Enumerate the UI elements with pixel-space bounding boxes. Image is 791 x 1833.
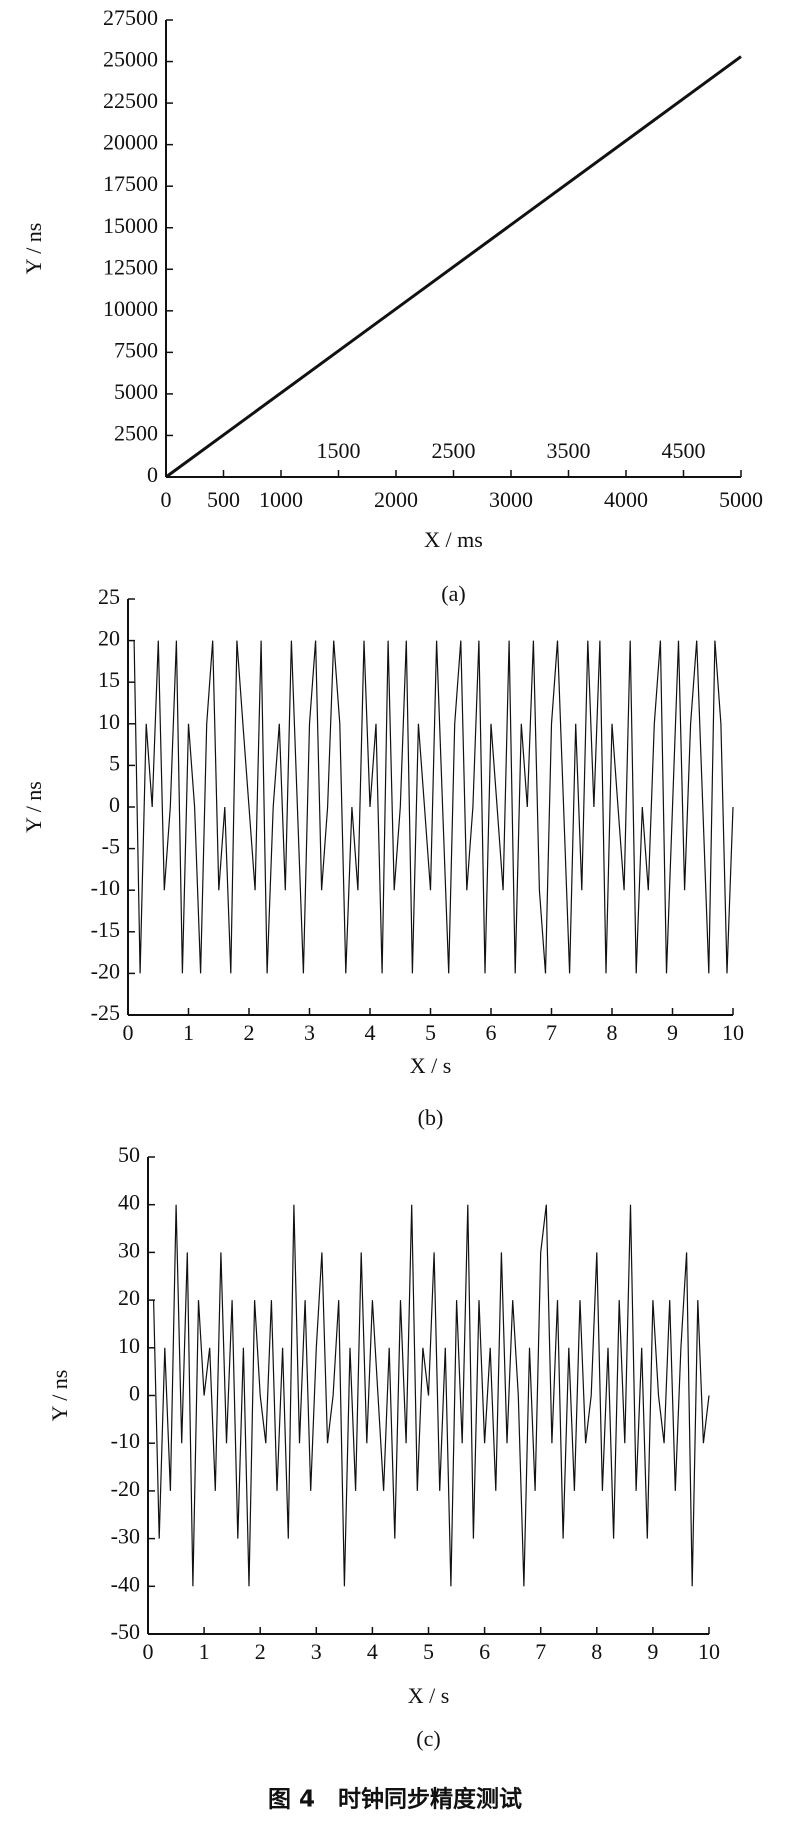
y-tick-label: 20000 <box>103 130 158 155</box>
x-tick-label: 4 <box>367 1639 378 1664</box>
x-tick-label-inner: 3500 <box>547 438 591 463</box>
y-tick-label: -20 <box>91 958 120 983</box>
x-tick-label: 7 <box>546 1020 557 1045</box>
x-tick-label: 8 <box>607 1020 618 1045</box>
y-tick-label: 10000 <box>103 296 158 321</box>
x-tick-label: 3 <box>311 1639 322 1664</box>
y-tick-label: 2500 <box>114 421 158 446</box>
x-axis-label: X / ms <box>424 527 483 552</box>
y-axis-label: Y / ns <box>47 1370 72 1422</box>
x-tick-label: 6 <box>486 1020 497 1045</box>
data-line <box>133 640 734 974</box>
y-tick-label: 7500 <box>114 337 158 362</box>
x-tick-label: 10 <box>698 1639 720 1664</box>
x-tick-label: 500 <box>207 487 240 512</box>
y-tick-label: 0 <box>129 1381 140 1406</box>
y-tick-label: -30 <box>111 1524 140 1549</box>
y-tick-label: -20 <box>111 1476 140 1501</box>
x-tick-label: 2000 <box>374 487 418 512</box>
y-tick-label: 30 <box>118 1237 140 1262</box>
y-tick-label: 12500 <box>103 254 158 279</box>
x-tick-label: 1000 <box>259 487 303 512</box>
x-tick-label: 8 <box>591 1639 602 1664</box>
y-tick-label: 15 <box>98 667 120 692</box>
x-tick-label: 5000 <box>719 487 763 512</box>
y-axis-label: Y / ns <box>21 781 46 833</box>
x-tick-label: 1 <box>199 1639 210 1664</box>
data-line <box>153 1204 710 1587</box>
x-tick-label: 3 <box>304 1020 315 1045</box>
y-tick-label: 0 <box>147 462 158 487</box>
x-tick-label: 1 <box>183 1020 194 1045</box>
y-tick-label: -10 <box>91 875 120 900</box>
subplot-caption: (a) <box>441 581 465 606</box>
x-tick-label: 6 <box>479 1639 490 1664</box>
x-axis-label: X / s <box>410 1053 452 1078</box>
y-axis-label: Y / ns <box>21 223 46 275</box>
y-tick-label: -40 <box>111 1571 140 1596</box>
x-tick-label-inner: 2500 <box>432 438 476 463</box>
y-tick-label: 27500 <box>103 5 158 30</box>
x-tick-label: 9 <box>647 1639 658 1664</box>
y-tick-label: 22500 <box>103 88 158 113</box>
y-tick-label: 40 <box>118 1190 140 1215</box>
x-tick-label: 2 <box>255 1639 266 1664</box>
x-tick-label: 4 <box>365 1020 376 1045</box>
y-tick-label: 25 <box>98 584 120 609</box>
y-tick-label: 5000 <box>114 379 158 404</box>
y-tick-label: -5 <box>102 834 120 859</box>
x-axis-label: X / s <box>408 1683 450 1708</box>
x-tick-label: 3000 <box>489 487 533 512</box>
y-tick-label: -50 <box>111 1619 140 1644</box>
y-tick-label: 17500 <box>103 171 158 196</box>
x-tick-label-inner: 1500 <box>317 438 361 463</box>
y-tick-label: 25000 <box>103 47 158 72</box>
x-tick-label: 0 <box>123 1020 134 1045</box>
x-tick-label: 2 <box>244 1020 255 1045</box>
subplot-caption: (b) <box>418 1105 444 1130</box>
y-tick-label: 10 <box>98 709 120 734</box>
figure-caption: 图 4 时钟同步精度测试 <box>268 1786 522 1813</box>
x-tick-label-inner: 4500 <box>662 438 706 463</box>
x-tick-label: 0 <box>161 487 172 512</box>
y-tick-label: 0 <box>109 792 120 817</box>
y-tick-label: -10 <box>111 1428 140 1453</box>
x-tick-label: 7 <box>535 1639 546 1664</box>
y-tick-label: 50 <box>118 1142 140 1167</box>
x-tick-label: 9 <box>667 1020 678 1045</box>
y-tick-label: 20 <box>118 1285 140 1310</box>
y-tick-label: 5 <box>109 750 120 775</box>
x-tick-label: 10 <box>722 1020 744 1045</box>
y-tick-label: 15000 <box>103 213 158 238</box>
y-tick-label: -15 <box>91 917 120 942</box>
x-tick-label: 5 <box>423 1639 434 1664</box>
subplot-caption: (c) <box>416 1726 440 1751</box>
data-line <box>165 55 742 479</box>
x-tick-label: 0 <box>143 1639 154 1664</box>
y-tick-label: 10 <box>118 1333 140 1358</box>
x-tick-label: 4000 <box>604 487 648 512</box>
y-tick-label: 20 <box>98 626 120 651</box>
x-tick-label: 5 <box>425 1020 436 1045</box>
y-tick-label: -25 <box>91 1000 120 1025</box>
